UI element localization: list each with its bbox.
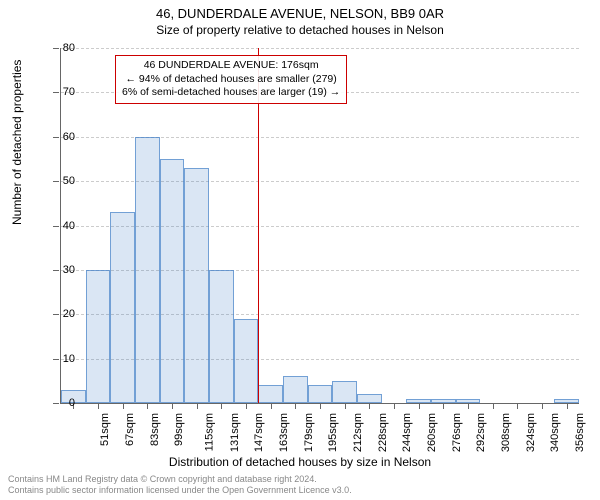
y-tick	[53, 181, 59, 182]
x-tick-label: 260sqm	[426, 413, 438, 452]
x-tick	[517, 403, 518, 409]
x-tick	[295, 403, 296, 409]
x-tick-label: 195sqm	[327, 413, 339, 452]
histogram-bar	[135, 137, 160, 403]
x-tick-label: 83sqm	[149, 413, 161, 446]
annotation-line: 46 DUNDERDALE AVENUE: 176sqm	[122, 59, 340, 73]
x-tick-label: 308sqm	[500, 413, 512, 452]
y-tick-label: 10	[63, 353, 75, 365]
histogram-bar	[86, 270, 111, 403]
histogram-bar	[308, 385, 333, 403]
y-tick	[53, 403, 59, 404]
chart-subtitle: Size of property relative to detached ho…	[0, 21, 600, 37]
footer-line-2: Contains public sector information licen…	[8, 485, 352, 496]
histogram-bar	[160, 159, 185, 403]
x-tick-label: 163sqm	[278, 413, 290, 452]
x-tick	[345, 403, 346, 409]
x-tick-label: 244sqm	[401, 413, 413, 452]
x-tick	[98, 403, 99, 409]
histogram-bar	[332, 381, 357, 403]
y-tick-label: 50	[63, 175, 75, 187]
x-tick	[567, 403, 568, 409]
x-tick	[246, 403, 247, 409]
y-axis-label: Number of detached properties	[10, 60, 24, 225]
y-tick-label: 40	[63, 220, 75, 232]
x-tick	[123, 403, 124, 409]
x-tick	[468, 403, 469, 409]
x-tick-label: 115sqm	[203, 413, 215, 451]
x-tick	[197, 403, 198, 409]
x-tick	[147, 403, 148, 409]
annotation-line: 6% of semi-detached houses are larger (1…	[122, 86, 340, 100]
x-tick	[493, 403, 494, 409]
y-tick-label: 20	[63, 308, 75, 320]
x-tick-label: 99sqm	[173, 413, 185, 446]
y-tick-label: 80	[63, 42, 75, 54]
x-tick-label: 212sqm	[352, 413, 364, 452]
page-title: 46, DUNDERDALE AVENUE, NELSON, BB9 0AR	[0, 0, 600, 21]
x-tick	[394, 403, 395, 409]
y-tick	[53, 48, 59, 49]
x-tick	[221, 403, 222, 409]
histogram-bar	[283, 376, 308, 403]
x-tick	[542, 403, 543, 409]
y-tick	[53, 270, 59, 271]
y-tick-label: 0	[69, 397, 75, 409]
x-tick-label: 340sqm	[549, 413, 561, 452]
x-tick-label: 51sqm	[99, 413, 111, 446]
x-tick-label: 228sqm	[377, 413, 389, 452]
y-tick	[53, 226, 59, 227]
histogram-bar	[258, 385, 283, 403]
x-tick-label: 356sqm	[574, 413, 586, 452]
y-tick-label: 60	[63, 131, 75, 143]
x-tick-label: 292sqm	[475, 413, 487, 452]
x-tick-label: 147sqm	[253, 413, 265, 452]
footer-attribution: Contains HM Land Registry data © Crown c…	[8, 474, 352, 496]
histogram-bar	[357, 394, 382, 403]
x-tick-label: 324sqm	[525, 413, 537, 452]
histogram-bar	[110, 212, 135, 403]
y-tick	[53, 137, 59, 138]
histogram-bar	[234, 319, 259, 403]
x-tick	[172, 403, 173, 409]
histogram-bar	[209, 270, 234, 403]
histogram-bar	[184, 168, 209, 403]
x-tick	[419, 403, 420, 409]
y-tick	[53, 314, 59, 315]
x-axis-label: Distribution of detached houses by size …	[0, 455, 600, 469]
x-tick	[443, 403, 444, 409]
y-tick-label: 70	[63, 86, 75, 98]
annotation-box: 46 DUNDERDALE AVENUE: 176sqm← 94% of det…	[115, 55, 347, 104]
x-tick-label: 276sqm	[451, 413, 463, 452]
gridline	[61, 48, 579, 49]
y-tick-label: 30	[63, 264, 75, 276]
x-tick-label: 131sqm	[229, 413, 241, 452]
x-tick-label: 179sqm	[303, 413, 315, 452]
y-tick	[53, 92, 59, 93]
x-tick	[320, 403, 321, 409]
y-tick	[53, 359, 59, 360]
x-tick	[369, 403, 370, 409]
x-tick-label: 67sqm	[124, 413, 136, 446]
x-tick	[271, 403, 272, 409]
footer-line-1: Contains HM Land Registry data © Crown c…	[8, 474, 352, 485]
annotation-line: ← 94% of detached houses are smaller (27…	[122, 73, 340, 87]
